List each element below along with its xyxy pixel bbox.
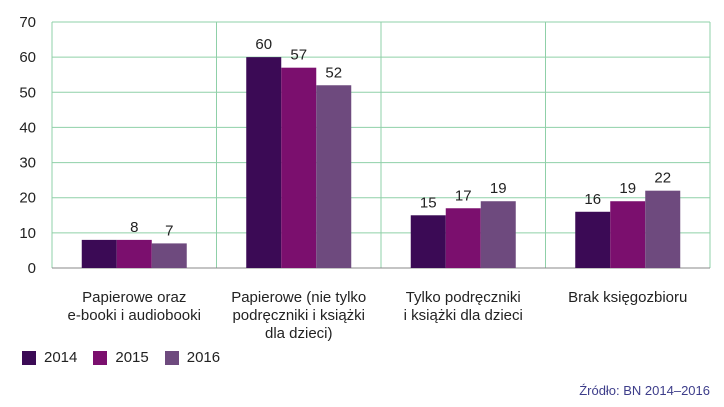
bar-2014-cat-2 [410, 215, 446, 268]
y-tick-label-20: 20 [19, 190, 36, 207]
y-tick-label-70: 70 [19, 14, 36, 31]
x-tick-label-0-line-0: Papierowe oraz [82, 289, 186, 306]
data-label-2015-cat-0: 8 [130, 219, 138, 236]
bar-2016-cat-2 [480, 201, 516, 268]
bar-2016-cat-1 [316, 85, 352, 268]
legend-label-2016: 2016 [186, 349, 221, 366]
x-tick-label-2-line-0: Tylko podręczniki [406, 289, 521, 306]
data-label-2016-cat-1: 52 [325, 64, 342, 81]
bar-2016-cat-0 [151, 243, 187, 268]
legend-swatch-2015 [93, 350, 108, 365]
y-tick-label-30: 30 [19, 155, 36, 172]
legend-swatch-2016 [164, 350, 179, 365]
y-tick-label-10: 10 [19, 225, 36, 242]
bar-2016-cat-3 [645, 190, 681, 268]
data-label-2014-cat-1: 60 [255, 36, 272, 53]
x-tick-label-1-line-1: podręczniki i książki [232, 307, 365, 324]
x-tick-label-2-line-1: i książki dla dzieci [404, 307, 523, 324]
legend-label-2015: 2015 [115, 349, 149, 366]
data-label-2016-cat-0: 7 [165, 222, 173, 239]
data-label-2015-cat-3: 19 [619, 180, 636, 197]
legend: 2014 2015 2016 [22, 349, 236, 366]
data-label-2014-cat-2: 15 [420, 194, 437, 211]
x-tick-label-0-line-1: e-booki i audiobooki [68, 307, 201, 324]
bar-2014-cat-1 [246, 57, 282, 269]
y-tick-label-40: 40 [19, 119, 36, 136]
x-tick-label-1-line-2: dla dzieci) [265, 325, 333, 342]
bar-2015-cat-1 [281, 67, 317, 268]
bar-2015-cat-2 [445, 208, 481, 268]
legend-item-2016: 2016 [164, 349, 221, 366]
data-label-2015-cat-2: 17 [455, 187, 472, 204]
source-note: Źródło: BN 2014–2016 [579, 383, 710, 398]
x-tick-label-1-line-0: Papierowe (nie tylko [231, 289, 366, 306]
bar-2015-cat-0 [116, 239, 152, 268]
bar-2015-cat-3 [610, 201, 646, 268]
x-tick-label-3-line-0: Brak księgozbioru [568, 289, 687, 306]
data-label-2015-cat-1: 57 [290, 47, 307, 64]
bar-2014-cat-0 [81, 239, 117, 268]
data-label-2016-cat-2: 19 [490, 180, 507, 197]
legend-item-2015: 2015 [93, 349, 149, 366]
legend-item-2014: 2014 [22, 349, 77, 366]
y-tick-label-0: 0 [28, 260, 36, 277]
bar-2014-cat-3 [575, 211, 611, 268]
legend-label-2014: 2014 [44, 349, 78, 366]
y-tick-label-60: 60 [19, 49, 36, 66]
data-label-2014-cat-3: 16 [584, 191, 601, 208]
y-tick-label-50: 50 [19, 84, 36, 101]
legend-swatch-2014 [22, 350, 36, 365]
data-label-2016-cat-3: 22 [654, 170, 671, 187]
